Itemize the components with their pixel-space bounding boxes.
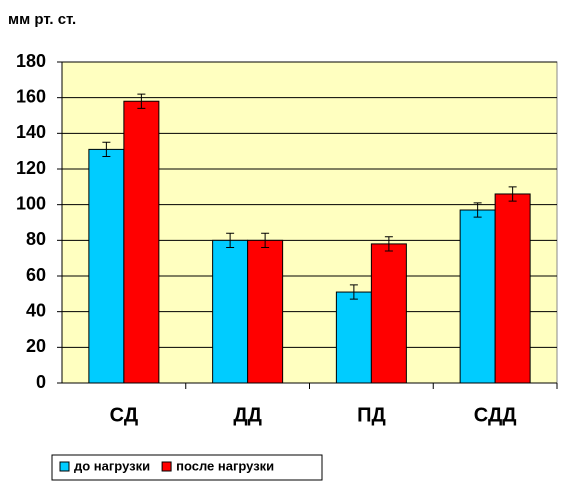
y-tick-label: 20 bbox=[26, 336, 46, 356]
y-tick-label: 0 bbox=[36, 372, 46, 392]
bar bbox=[494, 193, 531, 384]
error-bar bbox=[102, 141, 111, 158]
legend-box bbox=[51, 454, 323, 481]
error-bar bbox=[226, 232, 235, 248]
y-tick-label: 120 bbox=[16, 158, 46, 178]
bar bbox=[212, 239, 249, 384]
error-bar bbox=[384, 236, 393, 252]
x-tick-label: ДД bbox=[233, 404, 262, 426]
error-bar bbox=[261, 232, 270, 248]
error-bar bbox=[349, 284, 358, 300]
y-tick-label: 180 bbox=[16, 51, 46, 71]
legend-swatch bbox=[161, 461, 172, 472]
x-tick-label: СДД bbox=[474, 404, 517, 426]
bar bbox=[123, 100, 160, 384]
y-axis-label: мм рт. ст. bbox=[8, 11, 76, 28]
y-tick-label: 80 bbox=[26, 229, 46, 249]
legend-swatch bbox=[59, 461, 70, 472]
error-bar bbox=[473, 202, 482, 218]
y-tick-label: 100 bbox=[16, 193, 46, 213]
y-tick-label: 160 bbox=[16, 86, 46, 106]
legend-label: до нагрузки bbox=[74, 458, 150, 473]
bar bbox=[88, 148, 125, 384]
error-bar bbox=[508, 186, 517, 202]
legend-label: после нагрузки bbox=[176, 458, 274, 473]
x-tick-label: СД bbox=[110, 404, 138, 426]
bar bbox=[335, 291, 372, 384]
y-tick-label: 60 bbox=[26, 265, 46, 285]
bar bbox=[459, 209, 496, 384]
x-tick-label: ПД bbox=[357, 404, 386, 426]
bar bbox=[247, 239, 284, 384]
bar bbox=[370, 243, 407, 384]
error-bar bbox=[137, 93, 146, 109]
y-tick-label: 140 bbox=[16, 122, 46, 142]
y-tick-label: 40 bbox=[26, 300, 46, 320]
